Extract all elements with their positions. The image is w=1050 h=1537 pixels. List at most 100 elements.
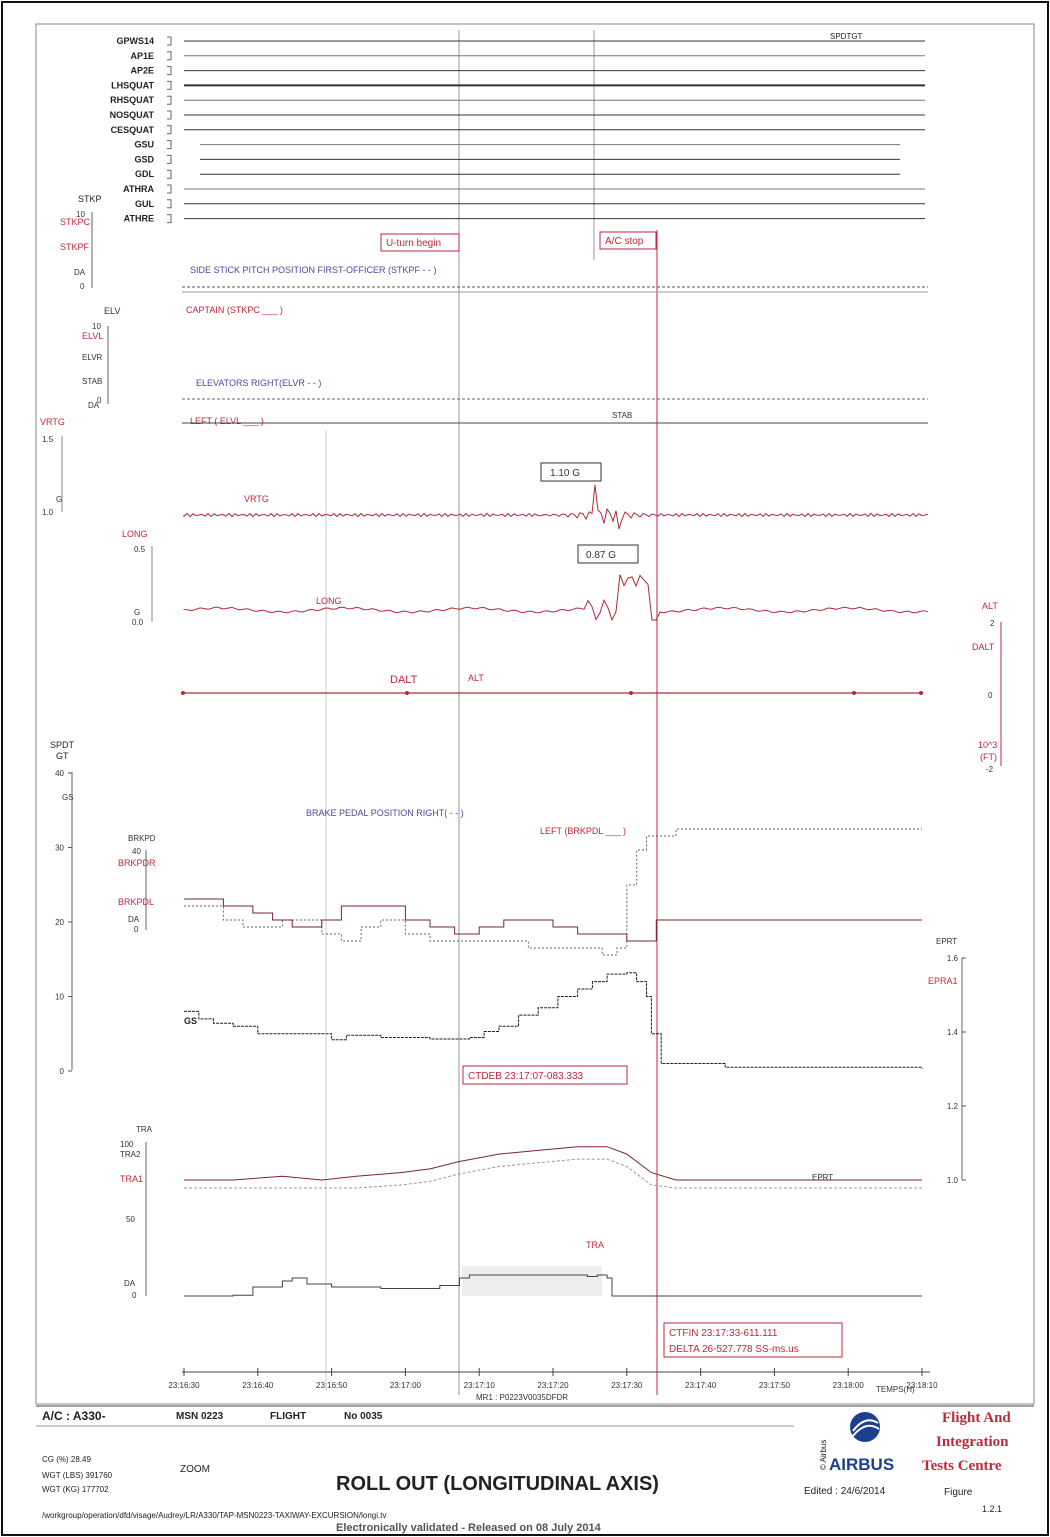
cg-value: CG (%) 28.49 [42, 1455, 91, 1464]
discrete-bracket [167, 110, 172, 120]
discrete-label: GSD [134, 154, 154, 164]
epra2-trace [184, 1158, 922, 1189]
gs-trace [184, 972, 923, 1069]
alt-top-tick: 2 [990, 619, 995, 628]
vrtg-trace-label: VRTG [244, 494, 269, 504]
aircraft-type: A/C : A330- [42, 1409, 106, 1423]
discrete-bracket [167, 66, 172, 76]
alt-bottom-tick: -2 [986, 765, 994, 774]
discrete-label: GDL [135, 169, 155, 179]
tra-axis-tra2: TRA2 [120, 1150, 141, 1159]
brk-axis-l: BRKPDL [118, 897, 154, 907]
dalt-marker [629, 691, 633, 695]
stick-axis-stkpc: STKPC [60, 217, 91, 227]
discrete-bracket [167, 214, 172, 224]
stick-axis-da: DA [74, 268, 86, 277]
report-title: ROLL OUT (LONGITUDINAL AXIS) [336, 1473, 659, 1495]
brand: AIRBUS [829, 1455, 894, 1474]
airbus-logo-icon [850, 1412, 880, 1442]
dalt-marker [405, 691, 409, 695]
discrete-annotation: SPDTGT [830, 32, 863, 41]
plot-frame [35, 23, 1035, 1405]
epr-tick-label: 1.0 [947, 1176, 959, 1185]
long-axis-label: LONG [122, 529, 148, 539]
brk-top-tick: 40 [132, 847, 141, 856]
alt-unit1: 10^3 [978, 740, 997, 750]
discrete-label: RHSQUAT [110, 95, 154, 105]
discrete-label: GPWS14 [116, 36, 154, 46]
brk-axis-da: DA [128, 915, 140, 924]
flight-number: No 0035 [344, 1411, 383, 1422]
elv-axis-stab: STAB [82, 377, 102, 386]
vrtg-unit: G [56, 495, 62, 504]
discrete-label: ATHRA [123, 184, 154, 194]
copyright: © Airbus [819, 1440, 828, 1470]
vrtg-trace [183, 484, 929, 530]
gs-axis-ticks: 40 30 20 10 0 [55, 769, 72, 1076]
time-tick-label: 23:17:30 [611, 1381, 643, 1390]
gs-tick-label: 30 [55, 844, 64, 853]
edited-date: Edited : 24/6/2014 [804, 1486, 886, 1497]
dalt-label: DALT [390, 674, 418, 686]
ctdeb-box [462, 1065, 628, 1085]
time-tick-label: 23:17:20 [537, 1381, 569, 1390]
alt-mid-tick: 0 [988, 691, 993, 700]
discrete-bracket [167, 199, 172, 209]
long-unit: G [134, 608, 140, 617]
discrete-label: CESQUAT [111, 125, 155, 135]
elv-group-label: ELV [104, 306, 120, 316]
time-axis-unit: TEMPS(H) [876, 1385, 915, 1394]
stick-axis-stkpf: STKPF [60, 242, 90, 252]
epr-tick-label: 1.6 [947, 954, 959, 963]
ctdeb-label: CTDEB 23:17:07-083.333 [468, 1071, 584, 1082]
uturn-marker [380, 233, 460, 252]
elv-axis-da: DA [88, 401, 100, 410]
elv-left-label: LEFT ( ELVL ___ ) [190, 416, 264, 426]
tra-top-tick: 100 [120, 1140, 134, 1149]
stick-group-label: STKP [78, 194, 102, 204]
discrete-bracket [167, 80, 172, 90]
speed-group2: GT [56, 751, 69, 761]
uturn-label: U-turn begin [386, 238, 441, 249]
zoom-label: ZOOM [180, 1464, 210, 1475]
speed-group1: SPDT [50, 740, 75, 750]
time-tick-label: 23:17:00 [390, 1381, 422, 1390]
time-axis-ticks: 23:16:30 23:16:40 23:16:50 23:17:00 23:17:10… [168, 1368, 938, 1390]
validation-note: Electronically validated - Released on 0… [336, 1522, 602, 1534]
centre-line2: Integration [936, 1434, 1009, 1450]
alt-right-group: ALT [982, 601, 998, 611]
vrtg-axis-label: VRTG [40, 417, 65, 427]
discrete-label: GUL [135, 199, 155, 209]
elv-top-tick: 10 [92, 322, 101, 331]
centre-line1: Flight And [942, 1410, 1011, 1426]
time-tick-label: 23:17:10 [464, 1381, 496, 1390]
flight-label: FLIGHT [270, 1411, 306, 1422]
discrete-bracket [167, 51, 172, 61]
discrete-label: NOSQUAT [110, 110, 155, 120]
stick-capt-label: CAPTAIN (STKPC ___ ) [186, 305, 283, 315]
eprt-trace-label: EPRT [812, 1173, 833, 1182]
elv-right-label: ELEVATORS RIGHT(ELVR - - ) [196, 378, 321, 388]
ctfin-label: CTFIN 23:17:33-611.111 [669, 1328, 778, 1339]
vrtg-trough-box [577, 544, 639, 564]
tra-axis-da: DA [124, 1279, 136, 1288]
wgt-lbs: WGT (LBS) 391760 [42, 1471, 113, 1480]
elv-axis-elvl: ELVL [82, 331, 103, 341]
alt-right-axis: DALT [972, 642, 995, 652]
brk-axis-r: BRKPDR [118, 858, 156, 868]
alt-unit2: (FT) [980, 752, 997, 762]
figure-number: 1.2.1 [982, 1504, 1002, 1514]
time-tick-label: 23:17:40 [685, 1381, 717, 1390]
long-trace [183, 574, 929, 622]
discrete-bracket [167, 169, 172, 179]
epra1-trace [184, 1146, 922, 1181]
epr-group: EPRT [936, 937, 957, 946]
tra-trace-label: TRA [586, 1240, 604, 1250]
long-top-tick: 0.5 [134, 545, 146, 554]
vrtg-peak-label: 1.10 G [550, 468, 580, 479]
gs-tick-label: 0 [60, 1067, 65, 1076]
tra1-trace [184, 1274, 922, 1297]
vrtg-top-tick: 1.5 [42, 435, 54, 444]
